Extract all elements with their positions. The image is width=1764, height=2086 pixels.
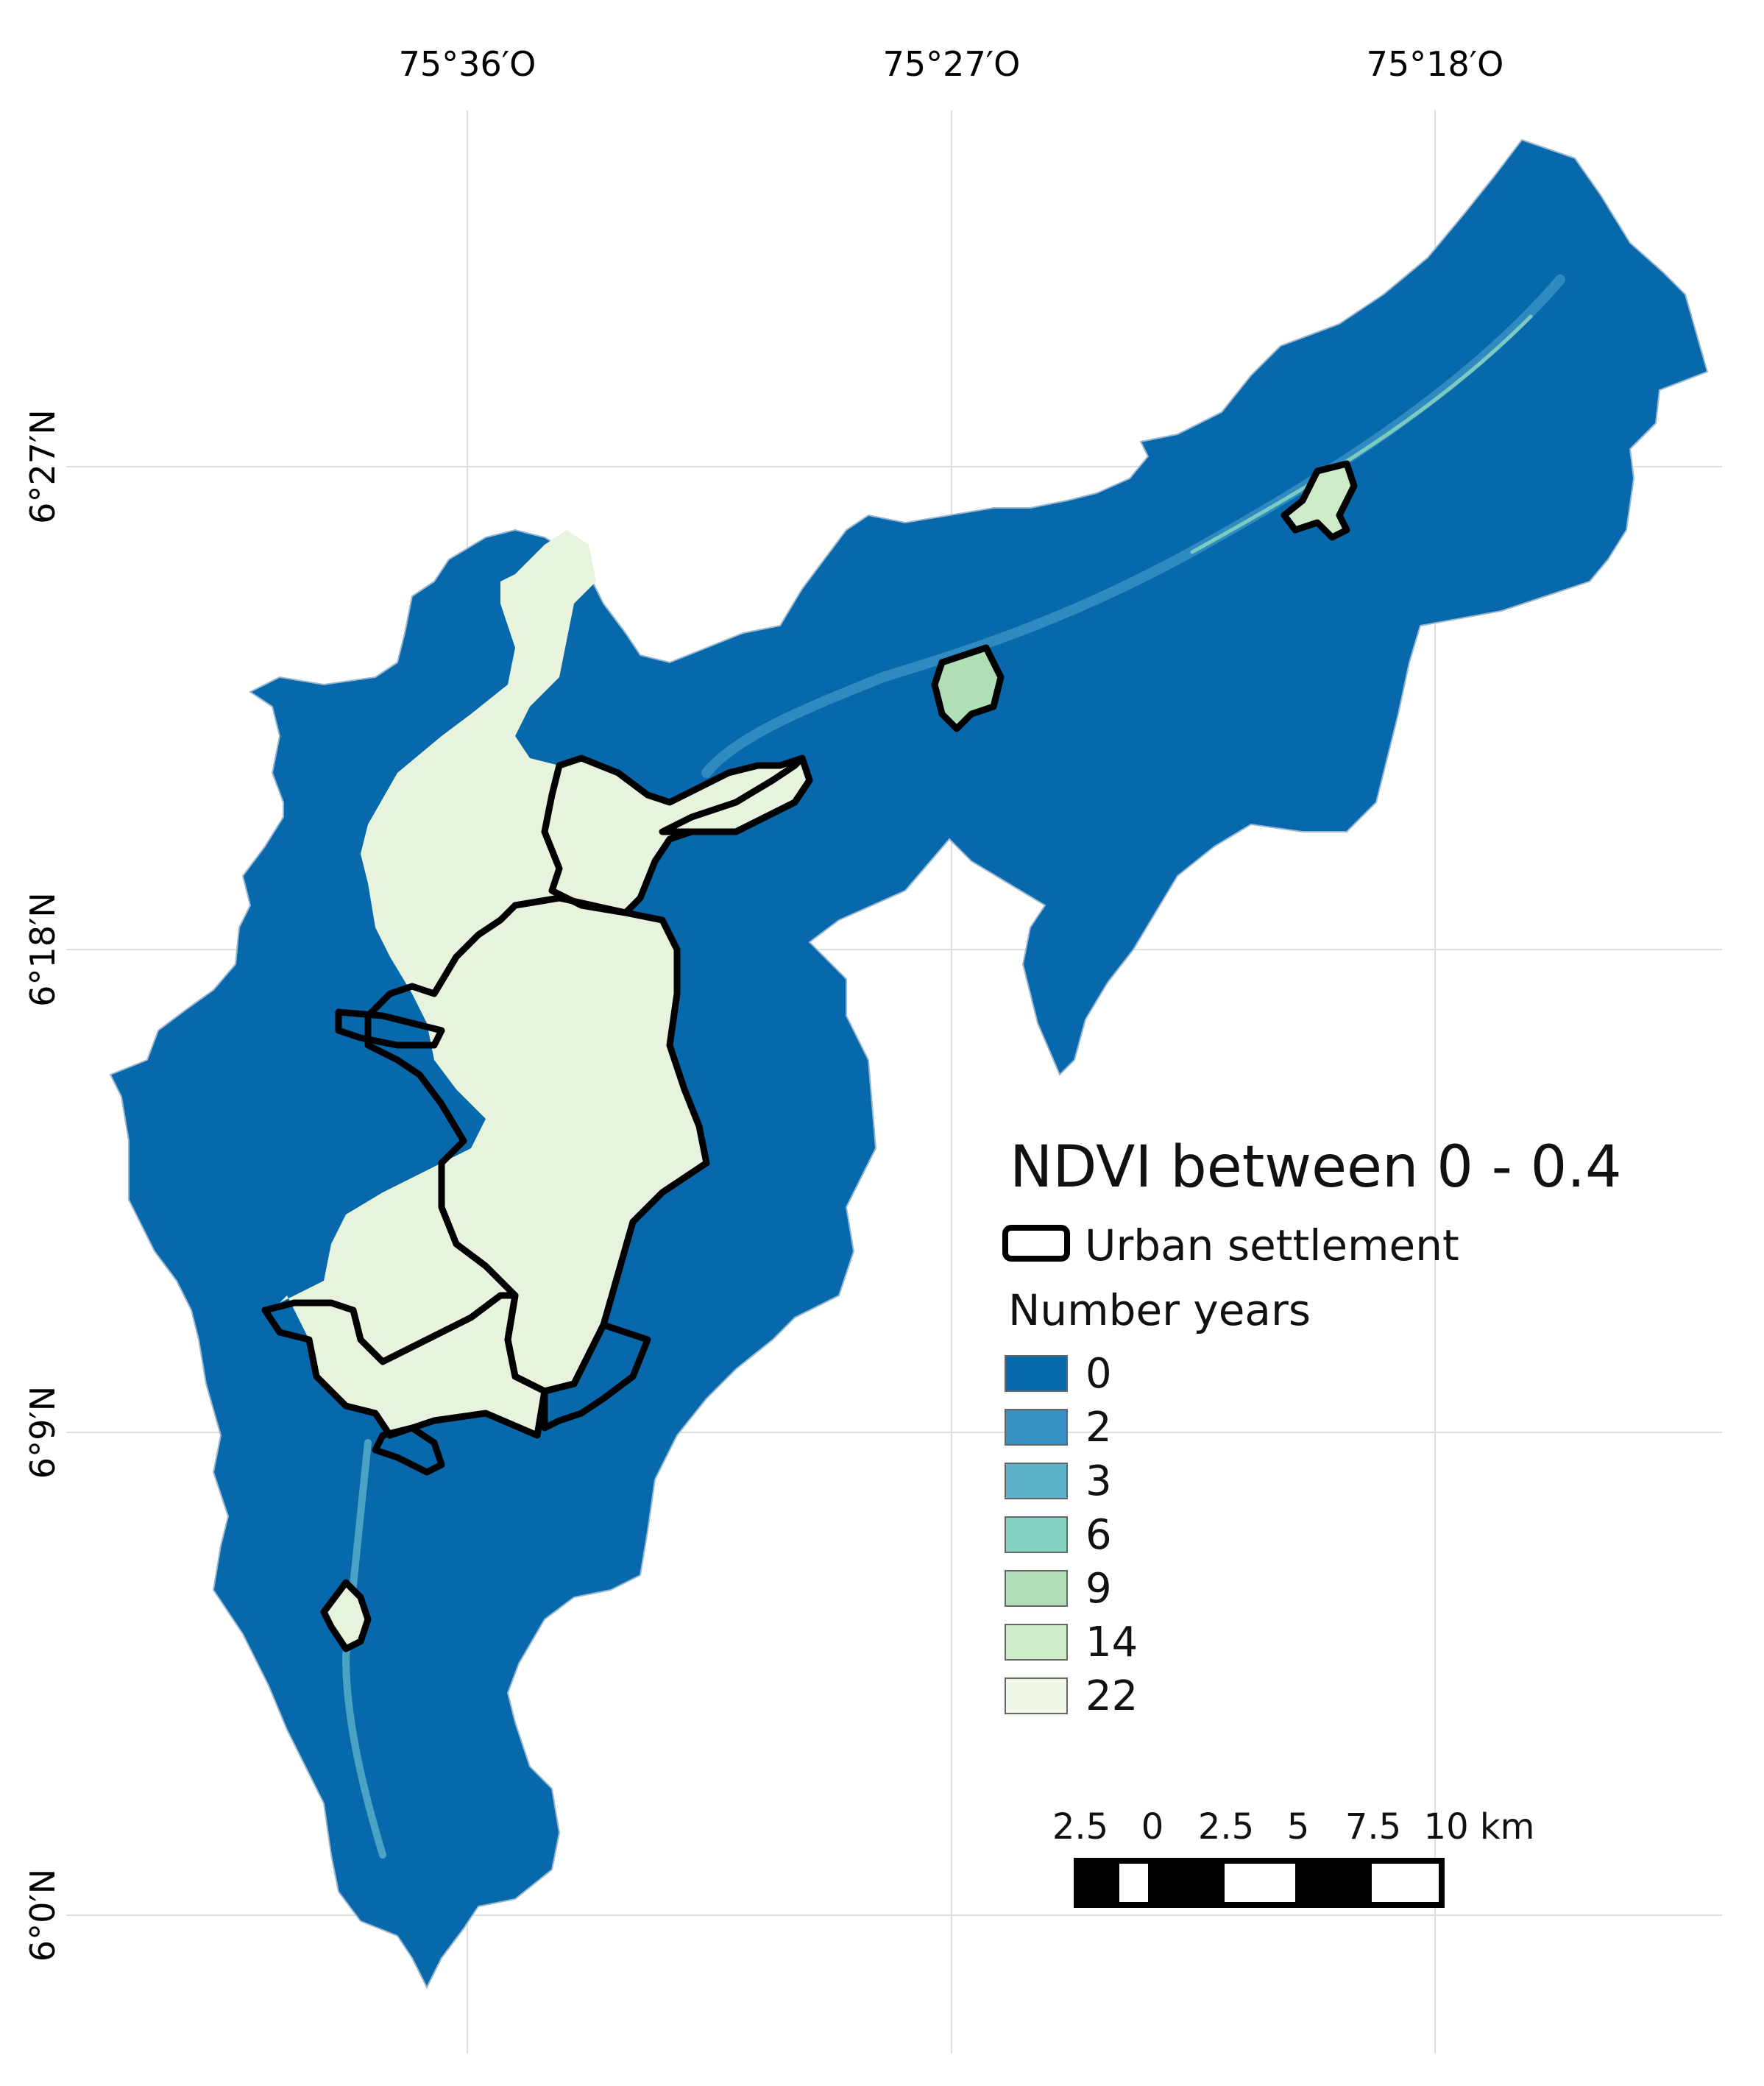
lat-label-4: 6°0′N — [23, 1869, 63, 1962]
scale-tick-label: 5 — [1287, 1806, 1310, 1848]
legend-class-label-2: 2 — [1085, 1404, 1112, 1452]
scale-tick-label: 0 — [1141, 1806, 1164, 1848]
urban-outline-south — [320, 1579, 372, 1652]
scale-segment-2 — [1148, 1861, 1225, 1905]
river-trace — [701, 275, 1565, 778]
scale-tick-labels: 2.5 0 2.5 5 7.5 10 km — [1052, 1806, 1535, 1848]
scale-tick-label: 2.5 — [1198, 1806, 1254, 1848]
urban-outline-southwest — [261, 1292, 548, 1439]
number-years-label: Number years — [1008, 1285, 1311, 1335]
legend-title: NDVI between 0 - 0.4 — [1010, 1134, 1622, 1201]
scale-bar-frame — [1074, 1858, 1445, 1908]
legend-class-label-14: 14 — [1085, 1619, 1138, 1666]
legend-swatch-3 — [1005, 1463, 1068, 1499]
legend-class-label-6: 6 — [1085, 1511, 1112, 1559]
scale-segment-1 — [1077, 1861, 1119, 1905]
lat-label-1: 6°27′N — [23, 409, 63, 524]
urban-patch-fill-east — [1284, 464, 1354, 537]
lat-label-3: 6°9′N — [23, 1386, 63, 1479]
legend-class-label-3: 3 — [1085, 1457, 1112, 1505]
legend-swatch-6 — [1005, 1516, 1068, 1553]
urban-settlement-swatch — [1002, 1225, 1070, 1262]
urban-outline-south-lobe — [372, 1424, 445, 1476]
legend-swatch-2 — [1005, 1409, 1068, 1446]
urban-outline-east — [1281, 460, 1358, 541]
urban-area-fill — [280, 530, 810, 1435]
legend-classes: 0 2 3 6 9 14 22 — [1005, 1350, 1138, 1720]
urban-settlement-outlines — [261, 460, 1358, 1652]
legend-swatch-14 — [1005, 1624, 1068, 1661]
urban-outline-east-corridor — [659, 754, 813, 835]
scale-segment-3 — [1295, 1861, 1372, 1905]
river-trace-south — [341, 1439, 386, 1859]
river-corridor — [341, 275, 1565, 1859]
legend-swatch-22 — [1005, 1677, 1068, 1714]
legend-class-label-9: 9 — [1085, 1565, 1112, 1613]
river-trace-light — [1190, 314, 1533, 554]
legend: NDVI between 0 - 0.4 Urban settlement Nu… — [1002, 1134, 1622, 1720]
scale-tick-label: 7.5 — [1345, 1806, 1401, 1848]
urban-settlement-label: Urban settlement — [1085, 1220, 1459, 1270]
lon-label-3: 75°18′O — [1367, 44, 1504, 84]
longitude-labels: 75°36′O 75°27′O 75°18′O — [399, 44, 1504, 84]
legend-class-label-22: 22 — [1085, 1672, 1138, 1720]
urban-outline-mid — [931, 644, 1005, 732]
scale-bar: 2.5 0 2.5 5 7.5 10 km — [1052, 1806, 1535, 1908]
legend-swatch-0 — [1005, 1355, 1068, 1392]
lon-label-1: 75°36′O — [399, 44, 536, 84]
legend-swatch-9 — [1005, 1570, 1068, 1607]
legend-class-label-0: 0 — [1085, 1350, 1112, 1398]
lon-label-2: 75°27′O — [883, 44, 1021, 84]
lat-label-2: 6°18′N — [23, 892, 63, 1007]
scale-tick-label: 10 km — [1424, 1806, 1535, 1848]
urban-outline-southeast — [541, 1321, 651, 1432]
scale-tick-label: 2.5 — [1052, 1806, 1108, 1848]
urban-outline-west-spur — [335, 1008, 445, 1049]
latitude-labels: 6°27′N 6°18′N 6°9′N 6°0′N — [23, 409, 63, 1962]
